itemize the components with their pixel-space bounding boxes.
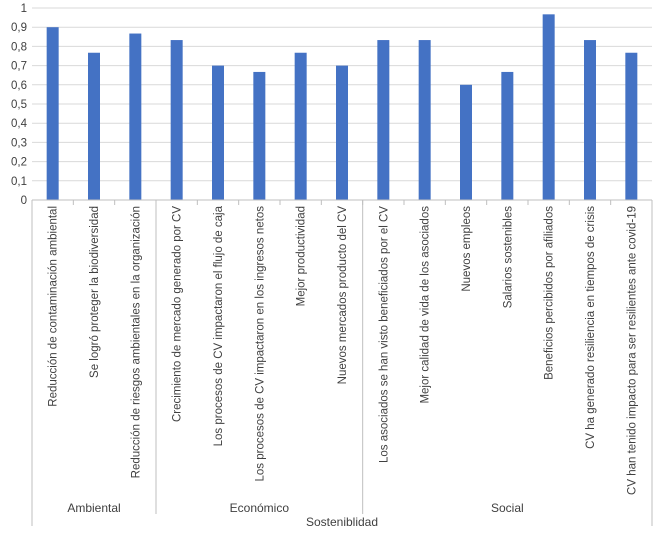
- bar: [294, 52, 307, 201]
- x-tick-label: Reducción de contaminación ambiental: [48, 206, 60, 407]
- x-tick-label: Los asociados se han visto beneficiados …: [378, 206, 390, 463]
- y-tick-label: 1: [21, 3, 27, 15]
- x-tick-label: Mejor calidad de vida de los asociados: [420, 206, 432, 404]
- x-tick-label: Mejor productividad: [296, 206, 308, 306]
- x-axis-title: Sosteniblidad: [306, 515, 378, 529]
- bar: [170, 40, 183, 201]
- y-tick-label: 0: [21, 195, 27, 207]
- bar: [377, 40, 390, 201]
- bar: [418, 40, 431, 201]
- bar: [625, 52, 638, 201]
- x-tick-label: Se logró proteger la biodiversidad: [89, 206, 101, 378]
- y-tick-label: 0,1: [11, 176, 27, 188]
- group-labels: Ambiental Económico Social: [31, 200, 653, 526]
- bar: [501, 71, 514, 200]
- x-tick-label: Nuevos mercados producto del CV: [337, 206, 349, 385]
- bar: [336, 65, 348, 200]
- bar: [542, 14, 555, 201]
- y-tick-label: 0,4: [11, 118, 28, 130]
- x-tick-label: Beneficios percibidos por afiliados: [544, 206, 556, 380]
- group-label: Social: [491, 501, 524, 515]
- bars: [46, 14, 638, 201]
- x-tick-label: Reducción de riesgos ambientales en la o…: [130, 206, 142, 478]
- y-axis-ticks: 0 0,1 0,2 0,3 0,4 0,5 0,6 0,7 0,8 0,9 1: [11, 3, 28, 207]
- bar: [253, 71, 266, 200]
- x-tick-label: CV han tenido impacto para ser resilient…: [626, 206, 638, 495]
- bar: [129, 33, 142, 201]
- y-tick-label: 0,8: [11, 41, 27, 53]
- y-tick-label: 0,3: [11, 137, 27, 149]
- bar: [212, 65, 224, 200]
- y-tick-label: 0,6: [11, 80, 27, 92]
- y-tick-label: 0,5: [11, 99, 27, 111]
- x-tick-label: Crecimiento de mercado generado por CV: [172, 206, 184, 422]
- y-tick-label: 0,9: [11, 22, 27, 34]
- group-label: Económico: [230, 501, 290, 515]
- bar: [584, 40, 596, 201]
- bar: [46, 27, 59, 201]
- category-labels: Reducción de contaminación ambiental Se l…: [31, 200, 653, 495]
- x-tick-label: Salarios sostenibles: [502, 206, 514, 309]
- x-tick-label: Nuevos empleos: [461, 206, 473, 292]
- bar: [88, 52, 100, 201]
- group-label: Ambiental: [67, 501, 120, 515]
- bar: [460, 84, 472, 200]
- y-tick-label: 0,2: [11, 157, 27, 169]
- x-tick-label: CV ha generado resiliencia en tiempos de…: [585, 206, 597, 449]
- x-tick-label: Los procesos de CV impactaron en los ing…: [254, 206, 266, 482]
- y-tick-label: 0,7: [11, 61, 27, 73]
- x-tick-label: Los procesos de CV impactaron el flujo d…: [213, 205, 225, 446]
